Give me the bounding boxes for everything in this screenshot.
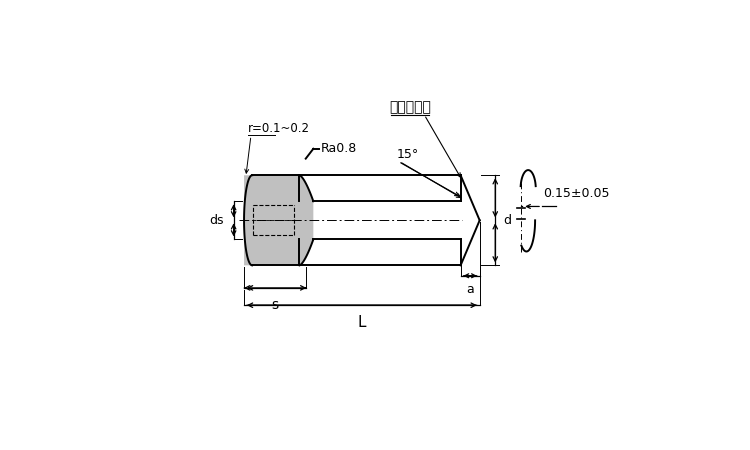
Text: r=0.1~0.2: r=0.1~0.2 [248, 122, 310, 135]
Text: 0.15±0.05: 0.15±0.05 [543, 187, 609, 200]
Text: エア抜き溝: エア抜き溝 [389, 101, 431, 115]
Text: d: d [503, 214, 511, 227]
Text: L: L [358, 315, 366, 330]
Text: a: a [466, 284, 474, 297]
Text: s: s [272, 297, 279, 311]
Text: 15°: 15° [397, 148, 418, 162]
Text: ds: ds [209, 214, 224, 227]
Text: Ra0.8: Ra0.8 [321, 142, 357, 155]
Polygon shape [244, 176, 314, 266]
